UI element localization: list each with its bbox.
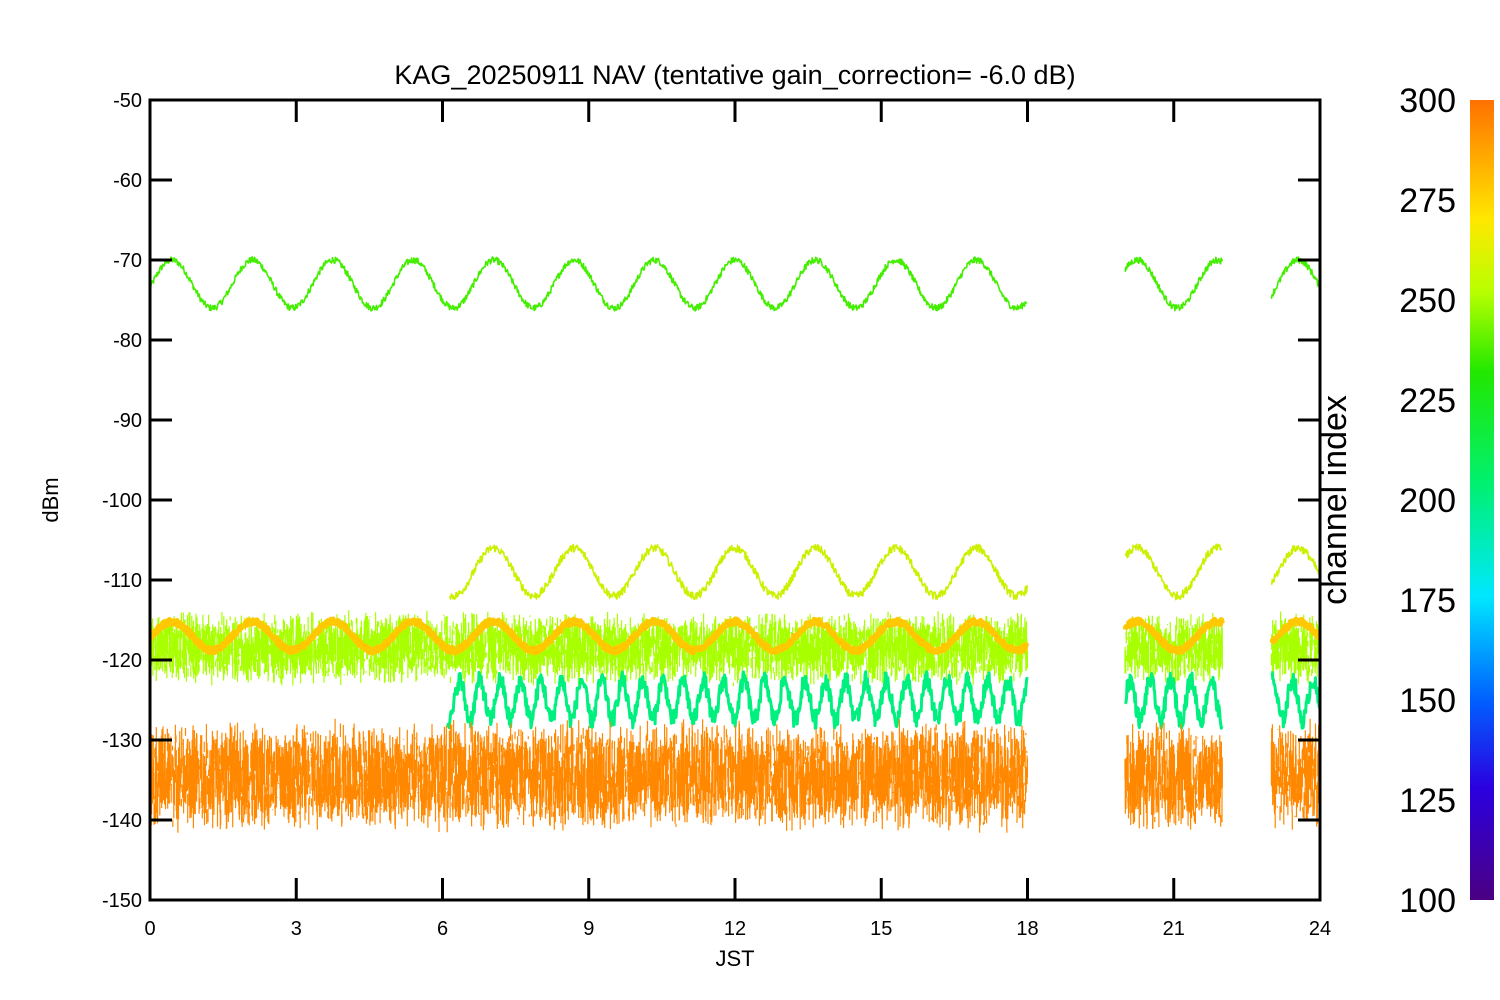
y-tick-label: -130 (102, 730, 142, 752)
colorbar-tick-label: 250 (1399, 282, 1456, 320)
axes: 0 3 6 9 12 15 18 21 24 -50 -60 -70 -80 -90 -100 -110 -12… (102, 90, 1331, 940)
y-tick-label: -50 (113, 90, 142, 112)
y-tick-label: -80 (113, 330, 142, 352)
y-tick-label: -110 (103, 570, 142, 592)
y-tick-label: -140 (102, 810, 142, 832)
colorbar-tick-label: 300 (1399, 82, 1456, 120)
x-tick-label: 3 (291, 918, 302, 940)
y-tick-label: -100 (102, 490, 142, 512)
colorbar-tick-label: 150 (1399, 682, 1456, 720)
colorbar-tick-label: 125 (1399, 782, 1456, 820)
plot-area (150, 256, 1320, 833)
x-tick-label: 21 (1163, 918, 1185, 940)
series-0 (150, 256, 1320, 312)
series-5-band (150, 718, 1320, 833)
colorbar-tick-label: 225 (1399, 382, 1456, 420)
colorbar-tick-label: 200 (1399, 482, 1456, 520)
x-tick-label: 0 (144, 918, 155, 940)
x-tick-label: 15 (870, 918, 892, 940)
colorbar-tick-label: 275 (1399, 182, 1456, 220)
x-tick-label: 12 (724, 918, 746, 940)
series-4 (446, 670, 1320, 730)
series-3 (150, 616, 1320, 656)
colorbar-tick-label: 100 (1399, 882, 1456, 920)
colorbar-label: channel index (1316, 395, 1354, 605)
chart-title: KAG_20250911 NAV (tentative gain_correct… (394, 60, 1075, 90)
series-1 (449, 543, 1320, 601)
y-tick-label: -60 (113, 170, 142, 192)
series-5 (150, 718, 1320, 833)
series-3-line (150, 616, 1320, 656)
series-1-line (449, 543, 1320, 601)
colorbar-tick-label: 175 (1399, 582, 1456, 620)
y-tick-label: -150 (102, 890, 142, 912)
colorbar (1470, 100, 1494, 900)
series-4-line (446, 670, 1320, 730)
y-tick-label: -120 (102, 650, 142, 672)
colorbar-ticks: 100 125 150 175 200 225 250 275 300 (1399, 82, 1456, 920)
x-axis-label: JST (715, 946, 754, 971)
y-axis-label: dBm (38, 477, 63, 522)
x-tick-label: 24 (1309, 918, 1331, 940)
x-tick-label: 18 (1016, 918, 1038, 940)
y-tick-label: -70 (113, 250, 142, 272)
x-tick-label: 6 (437, 918, 448, 940)
series-0-line (150, 256, 1320, 312)
x-tick-label: 9 (583, 918, 594, 940)
y-tick-label: -90 (113, 410, 142, 432)
